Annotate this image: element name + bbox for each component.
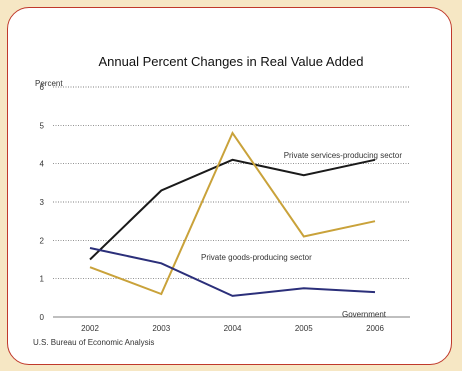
series-line-government: [89, 247, 376, 297]
y-tick-label-5: 5: [40, 121, 45, 130]
y-tick-label-2: 2: [40, 236, 45, 245]
y-axis-label: Percent: [35, 79, 63, 88]
series-label-services: Private services-producing sector: [284, 151, 403, 160]
y-tick-label-3: 3: [40, 198, 45, 207]
line-chart: Annual Percent Changes in Real Value Add…: [35, 54, 410, 333]
series-line-goods: [89, 130, 376, 296]
chart-card: Annual Percent Changes in Real Value Add…: [7, 7, 452, 365]
x-tick-label-2003: 2003: [152, 324, 170, 333]
x-tick-label-2002: 2002: [81, 324, 99, 333]
series-label-government: Government: [342, 310, 387, 319]
y-tick-label-4: 4: [40, 160, 45, 169]
x-tick-label-2006: 2006: [366, 324, 384, 333]
series-label-goods: Private goods-producing sector: [201, 253, 312, 262]
source-note: U.S. Bureau of Economic Analysis: [33, 338, 155, 347]
x-tick-label-2004: 2004: [224, 324, 242, 333]
y-tick-label-1: 1: [40, 275, 45, 284]
series-group: [89, 130, 376, 297]
gridlines: [53, 86, 410, 318]
chart-title: Annual Percent Changes in Real Value Add…: [98, 54, 363, 69]
x-tick-label-2005: 2005: [295, 324, 313, 333]
series-line-services: [89, 158, 376, 261]
tick-labels: 0 1 2 3 4 5 6 2002 2003 2004 2005 2006: [40, 83, 385, 333]
y-tick-label-0: 0: [40, 313, 45, 322]
y-tick-label-6: 6: [40, 83, 45, 92]
